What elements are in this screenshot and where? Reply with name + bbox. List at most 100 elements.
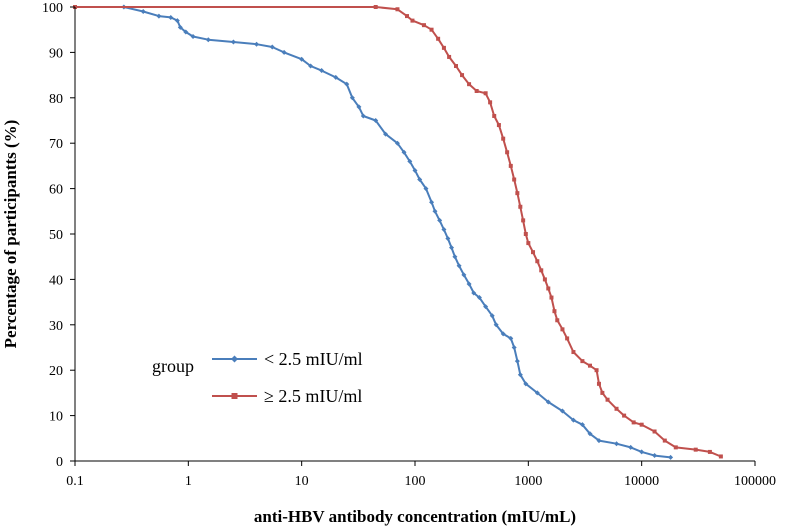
data-point [466, 281, 472, 287]
data-point [639, 449, 645, 455]
x-tick-label: 1000 [514, 474, 542, 489]
y-tick-label: 60 [49, 183, 63, 198]
data-point [571, 350, 576, 355]
data-point [423, 186, 429, 192]
y-tick-label: 20 [49, 364, 63, 379]
data-point [441, 45, 446, 50]
data-point [308, 63, 314, 69]
plot-area [73, 4, 723, 460]
y-axis-ticks: 0 10 20 30 40 50 60 70 80 90 100 [42, 1, 75, 470]
data-point [383, 131, 389, 137]
data-point [628, 444, 634, 450]
data-point [579, 422, 585, 428]
y-tick-label: 70 [49, 137, 63, 152]
data-point [432, 208, 438, 214]
data-point [546, 286, 551, 291]
data-point [483, 91, 488, 96]
data-point [140, 9, 146, 15]
x-tick-label: 100000 [734, 474, 776, 489]
y-tick-label: 30 [49, 319, 63, 334]
data-point [496, 123, 501, 128]
data-point [395, 7, 400, 12]
data-point [552, 309, 557, 314]
y-tick-label: 0 [56, 455, 63, 470]
data-point [471, 290, 477, 296]
data-point [512, 177, 517, 182]
data-point [407, 158, 413, 164]
data-point [580, 359, 585, 364]
data-point [373, 5, 378, 9]
data-point [281, 49, 287, 55]
data-point [299, 56, 305, 62]
data-point [447, 54, 452, 59]
data-point [652, 429, 657, 434]
data-point [631, 420, 636, 425]
data-point [460, 73, 465, 78]
data-point [549, 295, 554, 300]
data-point [437, 217, 443, 223]
y-tick-label: 80 [49, 92, 63, 107]
data-point [587, 431, 593, 437]
data-point [269, 44, 275, 50]
y-tick-label: 40 [49, 273, 63, 288]
data-point [534, 390, 540, 396]
data-point [405, 14, 410, 19]
data-point [410, 18, 415, 23]
data-point [231, 393, 238, 399]
data-point [514, 358, 520, 364]
data-point [461, 272, 467, 278]
data-point [356, 104, 362, 110]
data-point [508, 163, 513, 168]
data-point [436, 36, 441, 41]
data-point [429, 27, 434, 32]
legend-item: < 2.5 mIU/ml [212, 349, 363, 369]
data-point [614, 441, 620, 447]
data-point [508, 335, 514, 341]
data-point [718, 454, 723, 459]
x-tick-label: 1 [185, 474, 192, 489]
data-point [511, 345, 517, 350]
data-point [483, 304, 489, 310]
data-point [474, 88, 479, 93]
data-point [605, 397, 610, 402]
legend-item: ≥ 2.5 mIU/ml [212, 386, 362, 406]
data-point [156, 13, 162, 19]
data-point [230, 39, 236, 45]
data-point [421, 23, 426, 28]
data-point [177, 24, 183, 30]
data-point [662, 438, 667, 443]
data-point [452, 254, 458, 260]
x-tick-label: 10000 [624, 474, 659, 489]
y-axis-title: Percentage of participantts (%) [1, 120, 20, 349]
legend: group < 2.5 mIU/ml ≥ 2.5 mIU/ml [152, 349, 363, 406]
data-point [449, 245, 455, 251]
x-tick-label: 10 [295, 474, 309, 489]
series-2 [73, 5, 723, 459]
data-point [652, 453, 658, 459]
y-tick-label: 50 [49, 228, 63, 243]
data-point [344, 81, 350, 87]
data-point [539, 268, 544, 273]
data-point [183, 29, 189, 35]
data-point [205, 37, 211, 43]
data-point [467, 82, 472, 87]
legend-items: < 2.5 mIU/ml ≥ 2.5 mIU/ml [212, 349, 363, 406]
data-point [523, 232, 528, 236]
data-point [673, 445, 678, 450]
data-point [693, 447, 698, 452]
y-tick-label: 90 [49, 46, 63, 61]
data-point [707, 449, 712, 454]
series-line [75, 6, 722, 458]
data-point [531, 250, 536, 255]
data-point [565, 336, 570, 341]
data-point [319, 68, 325, 74]
data-point [622, 413, 627, 418]
data-point [488, 100, 493, 105]
y-tick-label: 10 [49, 410, 63, 425]
data-point [445, 236, 451, 242]
data-point [493, 322, 499, 328]
data-point [394, 140, 400, 146]
data-point [515, 191, 520, 196]
data-point [600, 390, 605, 395]
